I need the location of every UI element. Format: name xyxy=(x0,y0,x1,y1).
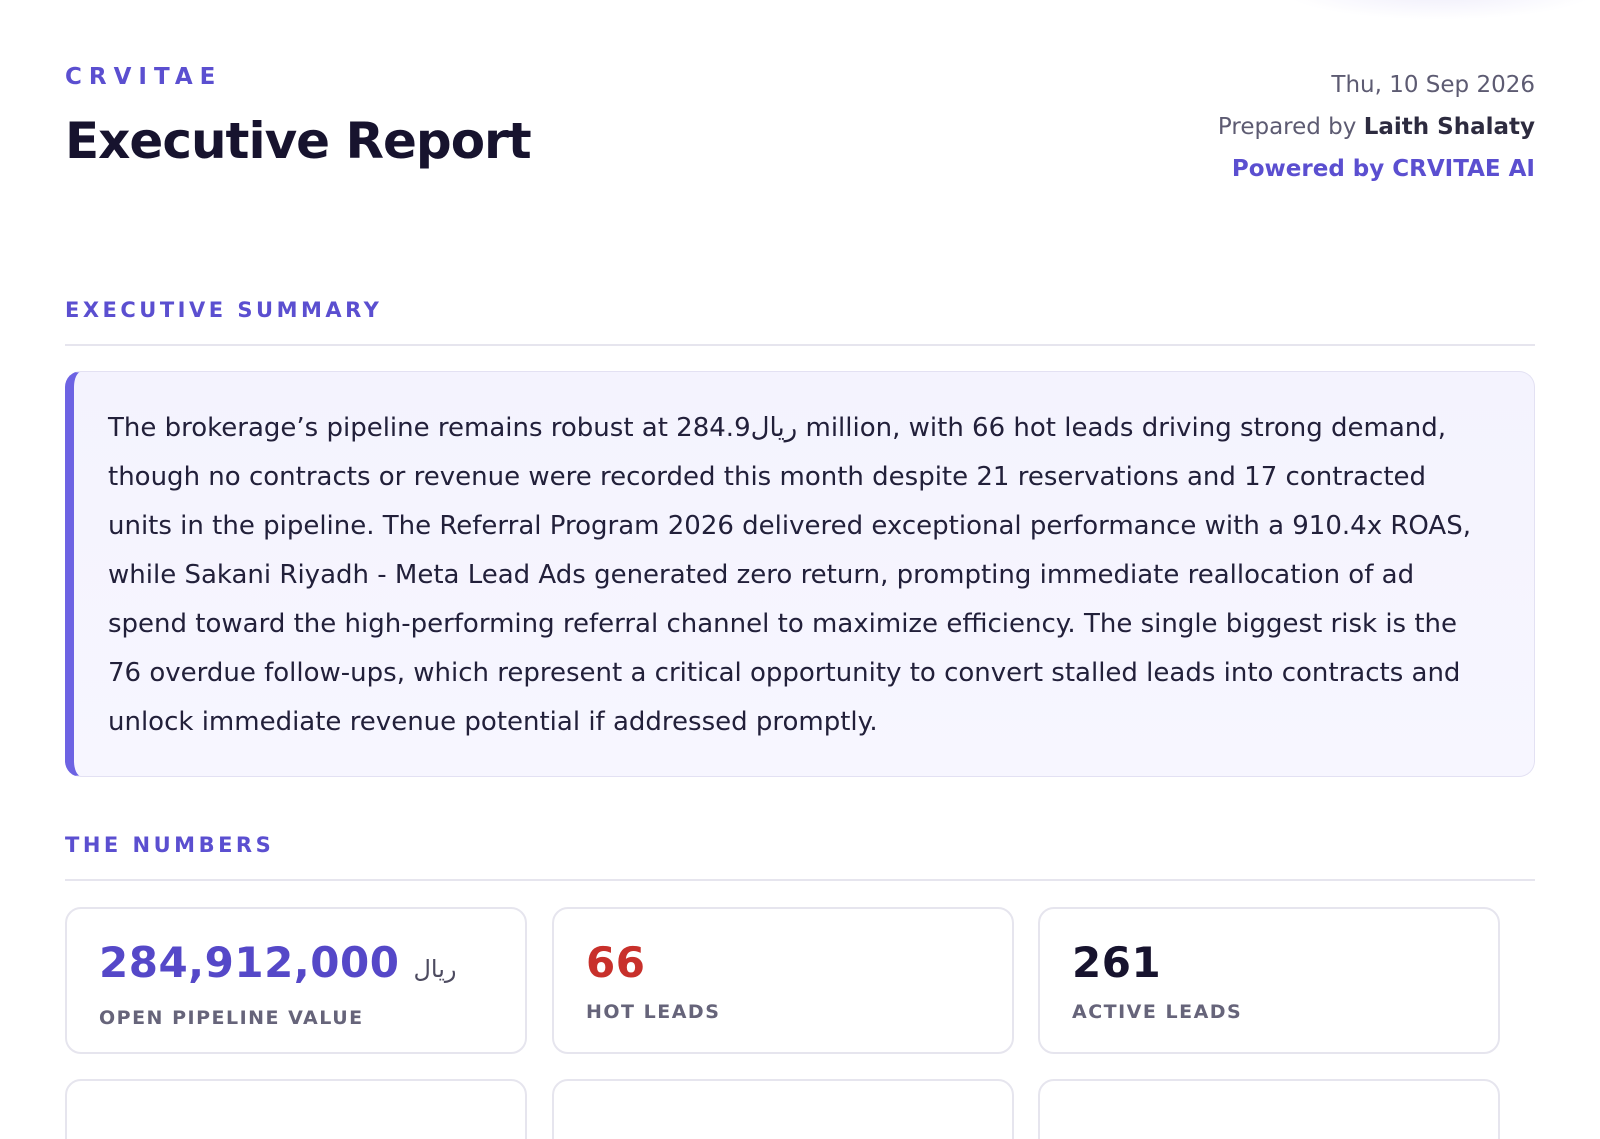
stat-label: ACTIVE LEADS xyxy=(1072,1001,1243,1023)
stat-label: HOT LEADS xyxy=(586,1001,721,1023)
prepared-by-prefix: Prepared by xyxy=(1217,114,1357,140)
prepared-by-name: Laith Shalaty xyxy=(1363,114,1535,140)
stat-card-hot-leads: 66 HOT LEADS xyxy=(552,907,1014,1054)
executive-summary-card: The brokerage’s pipeline remains robust … xyxy=(65,371,1535,777)
report-header: CRVITAE Executive Report Thu, 10 Sep 202… xyxy=(65,60,1535,200)
stat-currency-unit: ريال xyxy=(413,955,457,983)
stat-card-partial xyxy=(65,1079,527,1139)
executive-summary-section-header: EXECUTIVE SUMMARY xyxy=(65,298,1535,346)
numbers-heading: THE NUMBERS xyxy=(65,833,275,857)
stat-number: 66 xyxy=(586,938,646,987)
stat-value: 284,912,000 ريال xyxy=(99,935,493,997)
stat-card-open-pipeline-value: 284,912,000 ريال OPEN PIPELINE VALUE xyxy=(65,907,527,1054)
report-date: Thu, 10 Sep 2026 xyxy=(1331,72,1535,98)
stat-value: 261 xyxy=(1072,935,1466,991)
stat-number: 284,912,000 xyxy=(99,938,400,987)
stat-card-partial xyxy=(1038,1079,1500,1139)
executive-summary-heading: EXECUTIVE SUMMARY xyxy=(65,298,383,322)
stat-card-active-leads: 261 ACTIVE LEADS xyxy=(1038,907,1500,1054)
powered-by: Powered by CRVITAE AI xyxy=(1231,156,1535,182)
stat-label: OPEN PIPELINE VALUE xyxy=(99,1007,364,1029)
stat-number: 261 xyxy=(1072,938,1162,987)
prepared-by: Prepared by Laith Shalaty xyxy=(1218,106,1535,148)
stat-card-partial xyxy=(552,1079,1014,1139)
numbers-section-header: THE NUMBERS xyxy=(65,833,1535,881)
page-title: Executive Report xyxy=(65,112,532,170)
executive-summary-text: The brokerage’s pipeline remains robust … xyxy=(108,413,1471,737)
brand-name: CRVITAE xyxy=(65,64,223,90)
corner-decoration xyxy=(1280,0,1600,20)
report-meta: Thu, 10 Sep 2026 Prepared by Laith Shala… xyxy=(1218,64,1535,190)
stat-value: 66 xyxy=(586,935,980,991)
